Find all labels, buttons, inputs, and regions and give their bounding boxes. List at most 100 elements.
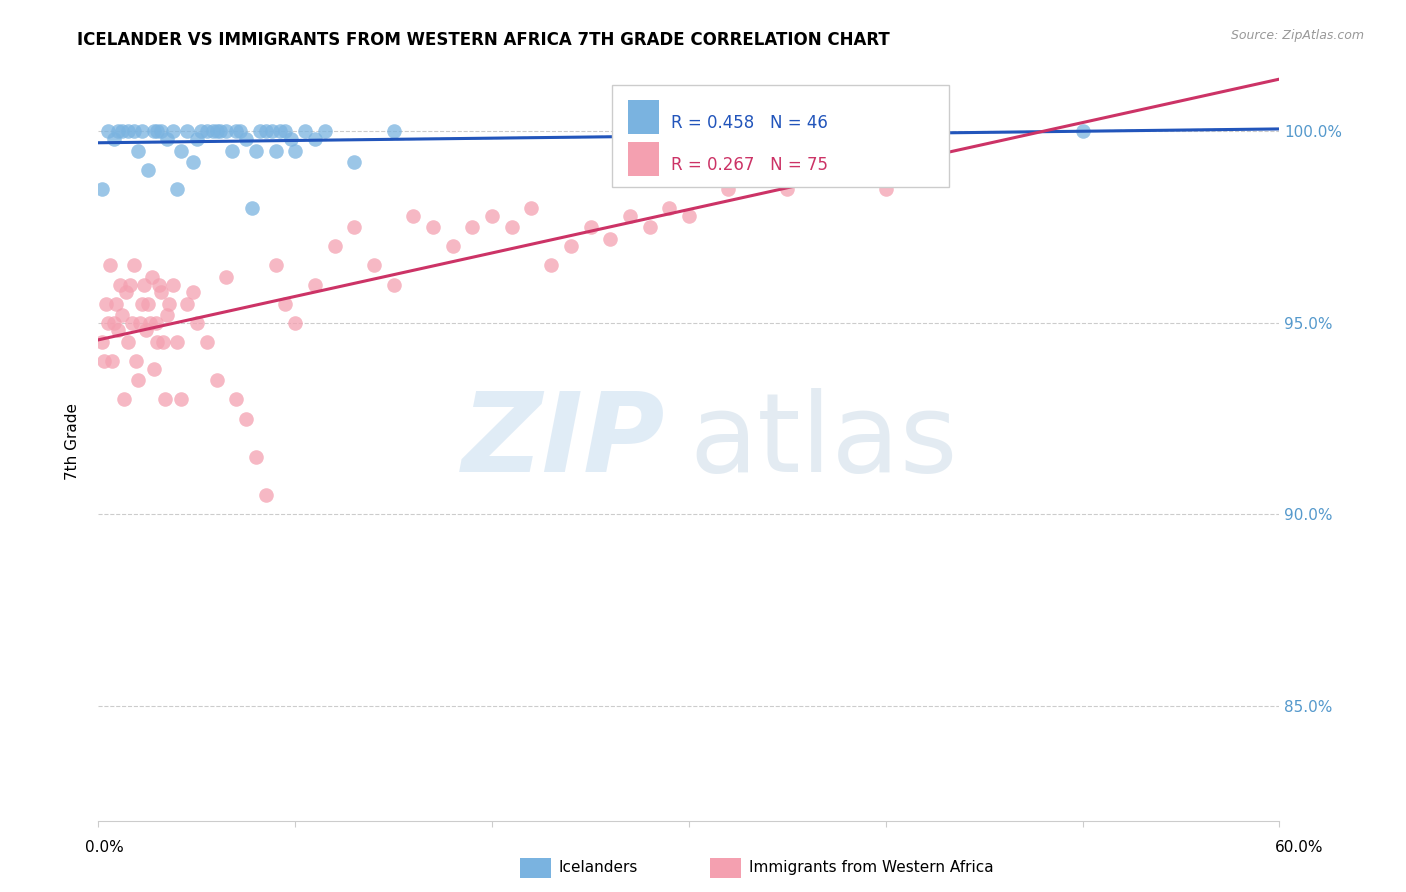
Point	[225, 392, 247, 407]
Point	[201, 124, 224, 138]
Point	[162, 277, 184, 292]
Point	[221, 144, 243, 158]
Point	[105, 296, 128, 310]
Point	[314, 124, 336, 138]
Text: Source: ZipAtlas.com: Source: ZipAtlas.com	[1230, 29, 1364, 42]
Point	[280, 132, 302, 146]
Point	[274, 124, 297, 138]
Point	[260, 124, 283, 138]
Point	[186, 316, 208, 330]
Point	[132, 277, 155, 292]
Point	[127, 373, 149, 387]
Point	[181, 155, 204, 169]
Point	[142, 361, 165, 376]
Point	[402, 209, 425, 223]
Point	[835, 162, 858, 177]
Point	[225, 124, 247, 138]
Point	[146, 334, 169, 349]
Point	[235, 411, 257, 425]
Point	[229, 124, 252, 138]
Point	[658, 201, 681, 215]
Point	[103, 316, 125, 330]
Point	[186, 132, 208, 146]
Point	[190, 124, 212, 138]
Point	[107, 324, 129, 338]
Point	[195, 124, 218, 138]
Point	[205, 124, 228, 138]
Point	[304, 132, 326, 146]
Point	[638, 220, 661, 235]
Point	[254, 124, 277, 138]
Point	[155, 392, 177, 407]
Text: Immigrants from Western Africa: Immigrants from Western Africa	[749, 861, 994, 875]
Point	[240, 201, 263, 215]
Point	[97, 316, 120, 330]
Point	[152, 334, 174, 349]
Point	[215, 124, 238, 138]
Text: ICELANDER VS IMMIGRANTS FROM WESTERN AFRICA 7TH GRADE CORRELATION CHART: ICELANDER VS IMMIGRANTS FROM WESTERN AFR…	[77, 31, 890, 49]
Point	[111, 124, 134, 138]
Point	[441, 239, 464, 253]
Point	[875, 182, 897, 196]
Point	[128, 316, 150, 330]
Point	[91, 334, 114, 349]
Point	[245, 450, 267, 464]
Point	[264, 259, 287, 273]
Point	[264, 144, 287, 158]
Point	[215, 269, 238, 284]
Point	[150, 124, 173, 138]
Point	[678, 209, 700, 223]
Point	[249, 124, 271, 138]
Point	[176, 296, 198, 310]
Point	[122, 259, 145, 273]
Point	[162, 124, 184, 138]
Text: 0.0%: 0.0%	[84, 840, 124, 855]
Point	[108, 277, 131, 292]
Point	[96, 296, 118, 310]
Point	[156, 308, 179, 322]
Point	[520, 201, 543, 215]
Point	[127, 144, 149, 158]
Point	[717, 182, 740, 196]
Point	[145, 316, 167, 330]
Point	[323, 239, 346, 253]
Point	[176, 124, 198, 138]
Point	[181, 285, 204, 300]
Point	[254, 488, 277, 502]
Point	[579, 220, 602, 235]
Point	[93, 354, 115, 368]
Point	[166, 182, 188, 196]
Point	[148, 277, 170, 292]
Text: 60.0%: 60.0%	[1275, 840, 1323, 855]
Text: R = 0.458   N = 46: R = 0.458 N = 46	[671, 114, 828, 132]
Point	[481, 209, 503, 223]
Point	[284, 144, 307, 158]
Point	[343, 220, 366, 235]
Point	[1071, 124, 1094, 138]
Text: Icelanders: Icelanders	[558, 861, 637, 875]
Point	[125, 354, 148, 368]
Text: R = 0.267   N = 75: R = 0.267 N = 75	[671, 156, 828, 174]
Point	[97, 124, 120, 138]
Point	[284, 316, 307, 330]
Point	[121, 316, 143, 330]
Point	[170, 144, 193, 158]
Point	[131, 296, 153, 310]
Point	[619, 209, 641, 223]
Point	[363, 259, 385, 273]
Point	[170, 392, 193, 407]
Point	[166, 334, 188, 349]
Point	[141, 269, 163, 284]
Point	[269, 124, 291, 138]
Point	[501, 220, 523, 235]
Point	[112, 392, 135, 407]
Point	[103, 132, 125, 146]
Point	[136, 296, 159, 310]
Text: ZIP: ZIP	[461, 388, 665, 495]
Point	[294, 124, 316, 138]
Point	[122, 124, 145, 138]
Point	[117, 334, 139, 349]
Point	[115, 285, 138, 300]
Point	[107, 124, 129, 138]
Point	[343, 155, 366, 169]
